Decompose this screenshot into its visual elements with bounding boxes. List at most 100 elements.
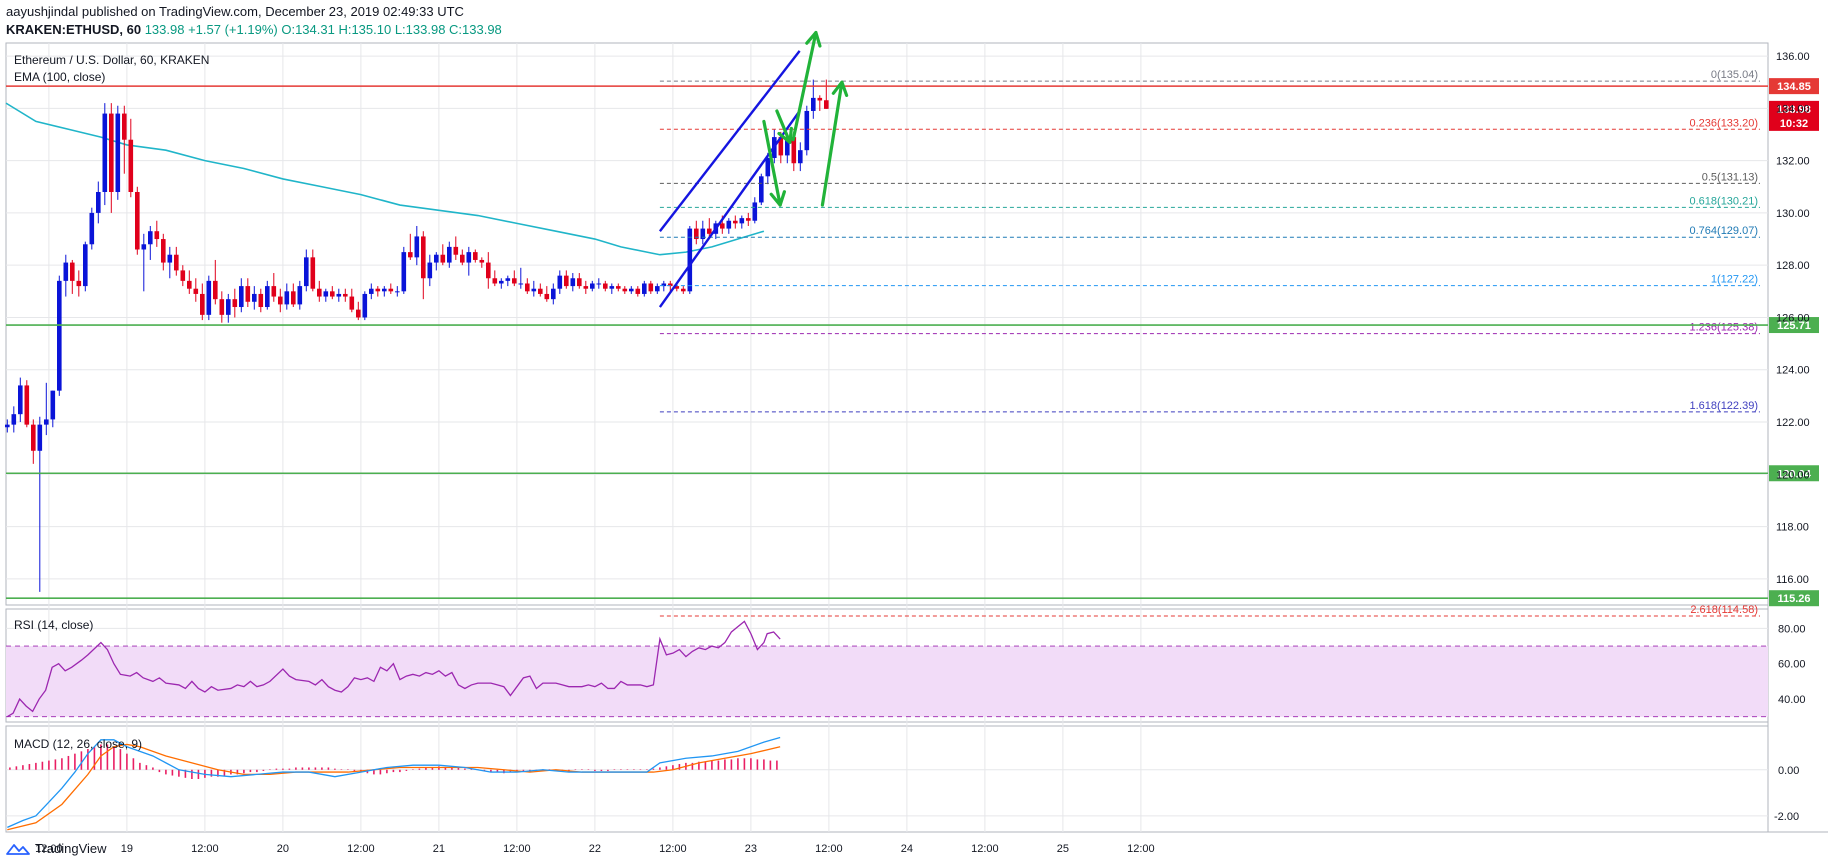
level-price-tag [1769,465,1819,482]
candle-body [219,299,225,315]
candle-body [616,286,621,289]
symbol-name: KRAKEN:ETHUSD, 60 [6,22,142,37]
candle-body [473,252,478,260]
candle-body [661,283,667,287]
rsi-pane-title: RSI (14, close) [14,618,93,632]
candle-body [674,286,680,289]
candle-body [668,283,673,287]
ema-line [5,102,765,256]
candle-body [297,286,303,305]
arrow-shaft [762,119,782,207]
time-tick-label: 12:00 [815,843,843,855]
price-tick-label: 130.00 [1776,208,1810,220]
candle-body [180,270,186,281]
candle-body [258,293,264,308]
candle-body [252,293,257,302]
fib-level-label: 0.236(133.20) [1690,117,1759,129]
macd-tick-label: -2.00 [1774,811,1799,823]
candle-body [148,231,153,245]
fib-level-label: 0(135.04) [1711,69,1758,81]
arrow-shaft [775,109,792,144]
candle-body [791,137,797,164]
candle-body [577,278,582,287]
channel-line [658,50,801,232]
candle-body [304,257,309,287]
candle-body [421,236,426,279]
tradingview-logo-icon [6,843,30,855]
candle-body [200,293,205,315]
price-change: +1.57 (+1.19%) [188,22,278,37]
ema-legend: EMA (100, close) [14,70,105,84]
last-price: 133.98 [144,22,185,37]
channel-line [658,110,801,308]
candle-body [187,280,192,289]
rsi-tick-label: 40.00 [1778,694,1806,706]
candle-body [70,262,75,281]
arrow-head [769,190,786,207]
time-tick-label: 12:00 [347,843,375,855]
candle-body [720,223,725,229]
price-tick-label: 136.00 [1776,51,1810,63]
candle-body [161,239,166,263]
candle-body [434,254,439,263]
candle-body [245,286,251,302]
time-tick-label: 20 [277,843,289,855]
candle-body [531,288,537,292]
candle-body [83,244,88,287]
candle-body [50,390,56,420]
fib-level-label: 0.764(129.07) [1690,225,1759,237]
candle-body [349,296,355,310]
candle-body [11,414,17,425]
candle-body [765,158,771,177]
candle-body [226,299,231,315]
price-tick-label: 128.00 [1776,260,1810,272]
candle-body [213,280,218,300]
price-tick-label: 132.00 [1776,156,1810,168]
candle-body [427,262,433,279]
candle-body [596,283,602,285]
candle-body [518,283,524,285]
bar-timer-label: 10:32 [1780,118,1808,130]
candle-body [512,278,517,284]
candle-body [128,139,134,192]
candle-body [135,191,140,250]
publish-header: aayushjindal published on TradingView.co… [6,4,502,38]
candle-body [785,137,790,156]
candle-body [122,113,127,140]
time-tick-label: 22 [589,843,601,855]
price-tick-label: 116.00 [1776,574,1809,586]
candle-body [726,220,732,229]
candle-body [115,113,121,192]
fib-level-label: 2.618(114.58) [1690,604,1758,616]
candle-body [24,385,30,425]
candle-body [804,110,810,151]
arrow-head [831,80,849,97]
candle-body [499,280,504,284]
candle-body [388,288,394,292]
candle-body [551,288,556,300]
candle-body [193,288,199,294]
candle-body [5,424,10,428]
candle-body [570,278,576,287]
level-price-tag [1769,78,1819,95]
fib-level-label: 0.5(131.13) [1702,171,1758,183]
candle-body [811,97,816,111]
candle-body [681,288,686,292]
macd-tick-label: 0.00 [1778,765,1799,777]
arrow-head [805,30,822,48]
candle-body [76,280,82,287]
macd-pane-title: MACD (12, 26, close, 9) [14,737,142,751]
time-tick-label: 24 [901,843,913,855]
candle-body [310,257,316,289]
candle-body [369,288,374,294]
candle-body [89,212,95,245]
candle-body [317,288,322,297]
candle-body [174,254,179,271]
time-tick-label: 12:00 [35,843,63,855]
time-tick-label: 12:00 [1127,843,1155,855]
candle-body [362,293,368,318]
candle-body [154,231,160,240]
price-tick-label: 134.00 [1776,103,1810,115]
tradingview-brand[interactable]: TradingView [6,841,107,856]
